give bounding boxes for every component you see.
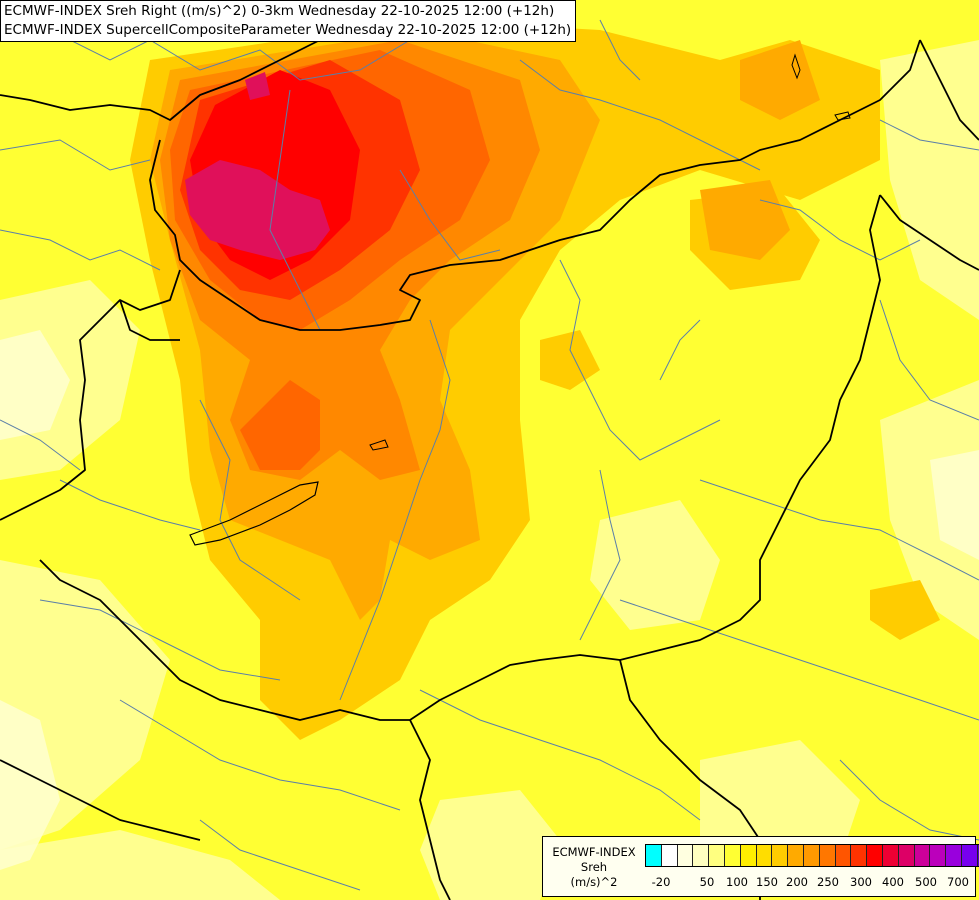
legend-swatch	[661, 845, 678, 866]
legend-tick-label: 300	[850, 875, 872, 889]
legend-swatch	[851, 845, 868, 866]
legend-tick-label: 700	[947, 875, 969, 889]
legend-swatch	[788, 845, 804, 866]
legend-tick-label: 500	[915, 875, 937, 889]
legend-tick-label: 400	[882, 875, 904, 889]
legend-title-variable: Sreh	[580, 860, 608, 874]
legend-tick-label: 250	[817, 875, 839, 889]
color-legend: ECMWF-INDEX Sreh (m/s)^2 -20 50 100 150 200 2…	[542, 836, 979, 897]
legend-title: ECMWF-INDEX Sreh (m/s)^2	[549, 845, 639, 890]
legend-tick-label: 200	[786, 875, 808, 889]
legend-swatch	[724, 845, 741, 866]
legend-tick-label: -20	[651, 875, 671, 889]
legend-swatch	[898, 845, 915, 866]
legend-title-model: ECMWF-INDEX	[552, 845, 636, 859]
legend-swatch	[835, 845, 852, 866]
legend-swatch	[693, 845, 710, 866]
legend-swatch	[882, 845, 899, 866]
map-title-box: ECMWF-INDEX Sreh Right ((m/s)^2) 0-3km W…	[0, 0, 577, 42]
legend-swatch	[740, 845, 757, 866]
title-line-1: ECMWF-INDEX Sreh Right ((m/s)^2) 0-3km W…	[4, 3, 555, 19]
lake-small-3	[791, 53, 801, 80]
legend-swatch	[646, 845, 662, 866]
field-peak	[185, 72, 330, 260]
lake-small-1	[369, 439, 389, 451]
legend-swatch	[756, 845, 773, 866]
legend-tick-label: 50	[699, 875, 715, 889]
title-line-2: ECMWF-INDEX SupercellCompositeParameter …	[4, 22, 572, 38]
field-palest-areas	[0, 330, 979, 870]
legend-swatch	[961, 845, 978, 866]
lake-balaton	[189, 481, 319, 546]
legend-swatch	[803, 845, 820, 866]
legend-ticks: -20 50 100 150 200 250 300 400 500 700	[645, 875, 973, 891]
legend-swatch	[914, 845, 931, 866]
legend-swatch	[930, 845, 947, 866]
legend-swatch	[677, 845, 694, 866]
legend-swatch	[946, 845, 962, 866]
legend-swatch	[709, 845, 725, 866]
legend-title-unit: (m/s)^2	[570, 875, 618, 889]
lake-small-2	[834, 111, 851, 121]
legend-swatches	[645, 844, 979, 867]
legend-swatch	[819, 845, 836, 866]
legend-tick-label: 100	[726, 875, 748, 889]
legend-swatch	[772, 845, 789, 866]
legend-tick-label: 150	[756, 875, 778, 889]
legend-swatch	[977, 845, 979, 866]
legend-swatch	[867, 845, 883, 866]
